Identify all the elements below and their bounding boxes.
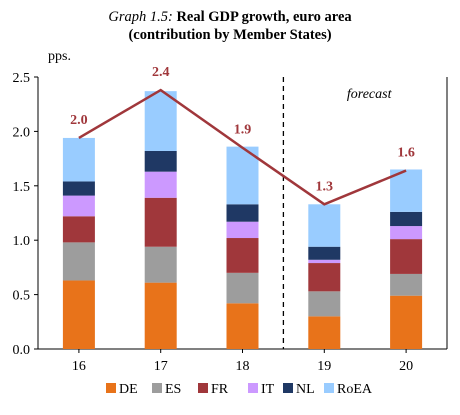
y-tick-label: 1.5 bbox=[13, 180, 31, 195]
bar-segment-it-19 bbox=[308, 259, 341, 264]
bar-segment-it-16 bbox=[62, 195, 95, 217]
bar-segment-nl-16 bbox=[62, 181, 95, 196]
bar-segment-roea-19 bbox=[308, 204, 341, 247]
legend-swatch-nl bbox=[283, 383, 293, 393]
legend-label-roea: RoEA bbox=[337, 382, 373, 397]
bar-segment-nl-17 bbox=[144, 150, 177, 172]
legend-label-de: DE bbox=[119, 382, 138, 397]
data-label-20: 1.6 bbox=[397, 146, 415, 161]
bar-segment-es-17 bbox=[144, 246, 177, 283]
y-tick-label: 1.0 bbox=[13, 234, 31, 249]
bar-segment-de-18 bbox=[226, 303, 259, 349]
x-tick-label-17: 17 bbox=[154, 359, 168, 374]
x-tick-label-18: 18 bbox=[236, 359, 250, 374]
data-label-18: 1.9 bbox=[234, 123, 252, 138]
y-tick-label: 0.5 bbox=[13, 289, 31, 304]
bar-segment-de-20 bbox=[390, 295, 423, 349]
bar-segment-fr-19 bbox=[308, 263, 341, 292]
y-tick-label: 0.0 bbox=[13, 343, 31, 358]
legend-label-es: ES bbox=[165, 382, 181, 397]
chart-title: Graph 1.5: Real GDP growth, euro area bbox=[0, 9, 460, 26]
chart-title-prefix: Graph 1.5: bbox=[108, 9, 173, 25]
y-axis-unit: pps. bbox=[48, 49, 71, 64]
bar-segment-de-17 bbox=[144, 282, 177, 349]
forecast-label: forecast bbox=[347, 87, 393, 102]
x-tick-label-16: 16 bbox=[72, 359, 86, 374]
legend-swatch-es bbox=[152, 383, 162, 393]
legend-label-it: IT bbox=[261, 382, 275, 397]
bar-segment-it-18 bbox=[226, 221, 259, 239]
bar-segment-nl-18 bbox=[226, 204, 259, 222]
bar-segment-fr-17 bbox=[144, 197, 177, 247]
y-tick-label: 2.5 bbox=[13, 71, 31, 86]
bar-segment-es-19 bbox=[308, 291, 341, 317]
legend-swatch-it bbox=[248, 383, 258, 393]
bar-segment-nl-19 bbox=[308, 246, 341, 260]
y-tick-label: 2.0 bbox=[13, 125, 31, 140]
bar-segment-fr-18 bbox=[226, 238, 259, 273]
data-label-16: 2.0 bbox=[70, 113, 88, 128]
legend-label-nl: NL bbox=[296, 382, 315, 397]
bar-segment-it-20 bbox=[390, 226, 423, 240]
chart-title-main: Real GDP growth, euro area bbox=[176, 9, 352, 25]
total-growth-line bbox=[78, 88, 407, 206]
data-label-17: 2.4 bbox=[152, 65, 170, 80]
bar-segment-es-16 bbox=[62, 242, 95, 281]
data-label-19: 1.3 bbox=[316, 179, 334, 194]
legend-swatch-de bbox=[106, 383, 116, 393]
chart-subtitle: (contribution by Member States) bbox=[128, 27, 332, 43]
bar-segment-roea-16 bbox=[62, 137, 95, 182]
x-tick-label-19: 19 bbox=[317, 359, 331, 374]
bar-segment-it-17 bbox=[144, 171, 177, 198]
legend-swatch-fr bbox=[198, 383, 208, 393]
bar-segment-es-20 bbox=[390, 273, 423, 296]
x-tick-label-20: 20 bbox=[399, 359, 413, 374]
legend-label-fr: FR bbox=[211, 382, 229, 397]
bar-segment-roea-20 bbox=[390, 169, 423, 212]
bar-segment-de-16 bbox=[62, 280, 95, 349]
legend-swatch-roea bbox=[324, 383, 334, 393]
bar-segment-nl-20 bbox=[390, 211, 423, 227]
bar-segment-fr-16 bbox=[62, 216, 95, 243]
bar-segment-es-18 bbox=[226, 272, 259, 304]
bar-segment-fr-20 bbox=[390, 239, 423, 274]
bar-segment-de-19 bbox=[308, 316, 341, 349]
bar-segment-roea-17 bbox=[144, 91, 177, 151]
